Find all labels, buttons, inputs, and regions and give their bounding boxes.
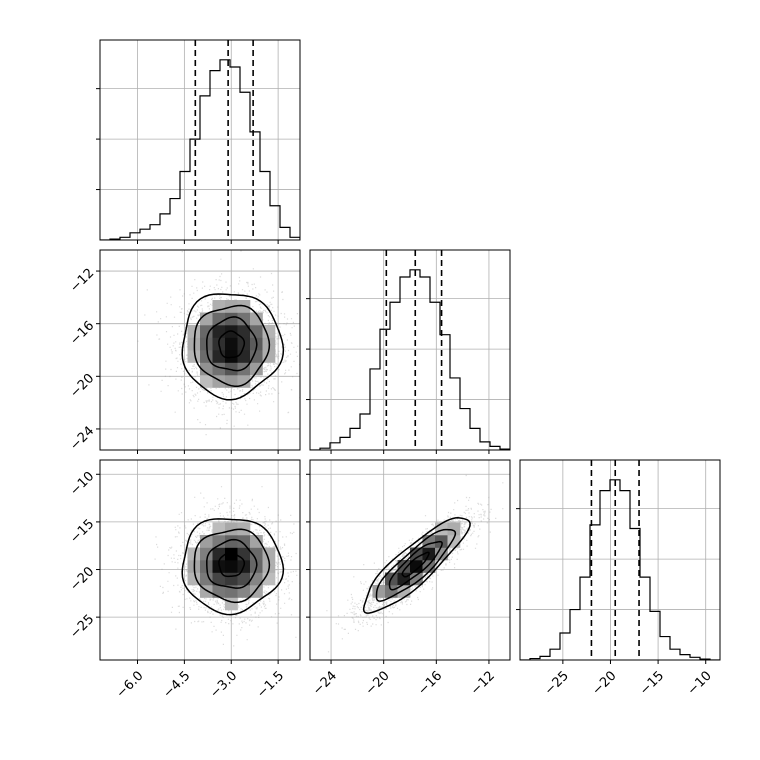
y-tick-label-param2-1: −20 <box>67 564 97 594</box>
joint-2-contour-2 <box>375 528 457 602</box>
marginal-2-histogram <box>520 479 720 660</box>
y-tick-label-param2-2: −15 <box>67 517 97 547</box>
x-tick-label-param1-1: −20 <box>363 668 393 698</box>
joint-0-density-cell <box>187 325 201 338</box>
marginal-panel-2 <box>516 459 721 664</box>
joint-0-contour-1 <box>206 316 258 372</box>
x-tick-label-param1-3: −12 <box>468 668 498 698</box>
joint-0-density-cell <box>212 350 226 363</box>
y-tick-label-param1-3: −12 <box>67 266 97 296</box>
joint-1-contour-0 <box>218 551 246 578</box>
joint-0-contour-3 <box>181 293 285 401</box>
x-tick-label-param2-3: −10 <box>685 668 715 698</box>
x-tick-label-param2-0: −25 <box>542 668 572 698</box>
joint-0-density-cell <box>200 375 213 388</box>
joint-0-density-cell <box>250 350 263 363</box>
x-tick-label-param0-2: −3.0 <box>207 668 240 701</box>
joint-1-density-cell <box>237 572 251 586</box>
joint-2-density-cell <box>385 585 398 598</box>
joint-0-contour-0 <box>218 330 246 359</box>
y-tick-label-param1-2: −16 <box>67 318 97 348</box>
joint-0-contour-2 <box>193 304 271 388</box>
x-tick-label-param2-1: −20 <box>590 668 620 698</box>
joint-2-density-cell <box>410 560 423 573</box>
joint-2-density-cell <box>447 522 461 536</box>
y-tick-label-param1-1: −20 <box>67 371 97 401</box>
joint-2-contour-0 <box>401 551 430 578</box>
joint-0-density-cell <box>212 325 226 338</box>
joint-1-density-cell <box>212 535 226 548</box>
joint-0-density-cell <box>237 325 251 338</box>
joint-1-contour-1 <box>206 538 258 589</box>
y-tick-label-param1-0: −24 <box>67 424 97 454</box>
joint-1-density-cell <box>225 572 238 586</box>
y-tick-label-param2-0: −25 <box>67 612 97 642</box>
joint-1-density-cell <box>187 547 201 561</box>
joint-0-density-cell <box>250 362 263 376</box>
joint-0-density-cell <box>262 325 276 338</box>
marginal-0-histogram <box>100 59 300 240</box>
joint-panel-1-2 <box>306 459 511 664</box>
joint-1-density-cell <box>225 522 238 536</box>
joint-0-density-cell <box>237 375 251 388</box>
joint-2-density-cell <box>372 585 386 598</box>
joint-0-density-cell <box>225 362 238 376</box>
joint-0-density-cell <box>200 350 213 363</box>
y-tick-label-param2-3: −10 <box>67 469 97 499</box>
joint-1-density-cell <box>250 585 263 598</box>
joint-1-density-cell <box>200 547 213 561</box>
joint-1-density-cell <box>200 572 213 586</box>
x-tick-label-param0-0: −6.0 <box>114 668 147 701</box>
joint-1-density-cell <box>250 547 263 561</box>
joint-2-contour-1 <box>388 540 443 591</box>
joint-1-density-cell <box>212 585 226 598</box>
marginal-panel-0 <box>96 39 301 244</box>
joint-1-density-cell <box>212 547 226 561</box>
x-tick-label-param0-3: −1.5 <box>254 668 287 701</box>
marginal-1-histogram <box>310 269 510 450</box>
joint-1-density-cell <box>225 560 238 573</box>
joint-0-density-cell <box>225 337 238 351</box>
joint-1-density-cell <box>250 535 263 548</box>
joint-2-density-cell <box>422 560 436 573</box>
joint-2-density-cell <box>397 560 411 573</box>
joint-panel-0-2 <box>96 459 301 664</box>
joint-0-density-cell <box>225 350 238 363</box>
joint-1-contour-2 <box>193 528 271 604</box>
joint-2-frame <box>309 459 511 661</box>
joint-2-contour-3 <box>362 517 471 614</box>
joint-1-density-cell <box>225 547 238 561</box>
joint-0-density-cell <box>250 312 263 326</box>
marginal-1-frame <box>309 249 511 451</box>
joint-2-density-cell <box>435 547 448 561</box>
joint-1-contour-3 <box>181 518 285 616</box>
joint-0-density-cell <box>187 350 201 363</box>
joint-1-frame <box>99 459 301 661</box>
x-tick-label-param2-2: −15 <box>637 668 667 698</box>
x-tick-label-param1-2: −16 <box>415 668 445 698</box>
marginal-panel-1 <box>306 249 511 454</box>
marginal-2-frame <box>519 459 721 661</box>
joint-1-density-cell <box>225 597 238 611</box>
joint-0-density-cell <box>200 362 213 376</box>
joint-panel-0-1 <box>96 249 301 454</box>
joint-0-density-cell <box>237 312 251 326</box>
joint-2-density-cell <box>410 572 423 586</box>
x-tick-label-param0-1: −4.5 <box>160 668 193 701</box>
joint-1-density-cell <box>212 572 226 586</box>
joint-1-density-cell <box>225 535 238 548</box>
joint-0-density-cell <box>237 350 251 363</box>
joint-1-density-cell <box>237 535 251 548</box>
joint-0-density-cell <box>200 325 213 338</box>
joint-0-frame <box>99 249 301 451</box>
joint-0-density-cell <box>225 312 238 326</box>
x-tick-label-param1-0: −24 <box>310 668 340 698</box>
marginal-0-frame <box>99 39 301 241</box>
